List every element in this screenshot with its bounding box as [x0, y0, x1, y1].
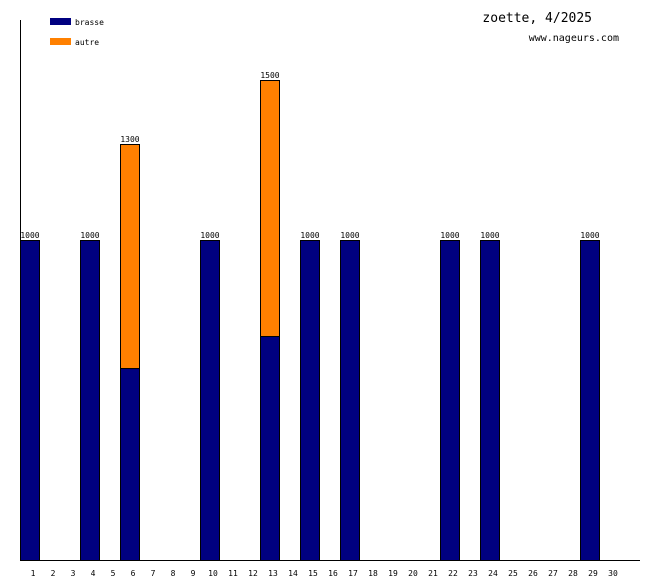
x-tick-25: 25: [508, 569, 518, 578]
x-tick-14: 14: [288, 569, 298, 578]
x-tick-24: 24: [488, 569, 498, 578]
legend-label-brasse: brasse: [75, 18, 104, 27]
x-tick-27: 27: [548, 569, 558, 578]
x-tick-6: 6: [131, 569, 136, 578]
x-tick-10: 10: [208, 569, 218, 578]
x-tick-5: 5: [111, 569, 116, 578]
x-tick-9: 9: [191, 569, 196, 578]
data-label-10: 1000: [200, 231, 219, 240]
legend-label-autre: autre: [75, 38, 99, 47]
x-tick-26: 26: [528, 569, 538, 578]
x-tick-28: 28: [568, 569, 578, 578]
x-tick-19: 19: [388, 569, 398, 578]
data-label-15: 1000: [300, 231, 319, 240]
x-tick-2: 2: [51, 569, 56, 578]
x-tick-18: 18: [368, 569, 378, 578]
x-tick-23: 23: [468, 569, 478, 578]
chart-title: zoette, 4/2025: [482, 11, 592, 26]
bar-brasse-22: [440, 240, 460, 561]
data-label-6: 1300: [120, 135, 139, 144]
x-tick-11: 11: [228, 569, 238, 578]
x-tick-13: 13: [268, 569, 278, 578]
data-label-22: 1000: [440, 231, 459, 240]
bar-brasse-17: [340, 240, 360, 561]
bar-brasse-1: [20, 240, 40, 561]
data-label-29: 1000: [580, 231, 599, 240]
x-tick-22: 22: [448, 569, 458, 578]
x-tick-8: 8: [171, 569, 176, 578]
bar-brasse-4: [80, 240, 100, 561]
legend-swatch-brasse: [50, 18, 71, 25]
bar-brasse-10: [200, 240, 220, 561]
bar-brasse-6: [120, 368, 140, 561]
data-label-17: 1000: [340, 231, 359, 240]
x-tick-29: 29: [588, 569, 598, 578]
x-tick-4: 4: [91, 569, 96, 578]
bar-brasse-29: [580, 240, 600, 561]
bar-brasse-24: [480, 240, 500, 561]
x-tick-20: 20: [408, 569, 418, 578]
data-label-4: 1000: [80, 231, 99, 240]
data-label-13: 1500: [260, 71, 279, 80]
bar-brasse-15: [300, 240, 320, 561]
bar-autre-13: [260, 80, 280, 337]
bars: 1000 1000 1300 1000 1500 1000 1000 1000 1000 1000: [20, 71, 600, 561]
data-label-24: 1000: [480, 231, 499, 240]
x-tick-3: 3: [71, 569, 76, 578]
bar-autre-6: [120, 144, 140, 369]
bar-brasse-13: [260, 336, 280, 561]
x-tick-12: 12: [248, 569, 258, 578]
legend-swatch-autre: [50, 38, 71, 45]
x-tick-7: 7: [151, 569, 156, 578]
x-tick-15: 15: [308, 569, 318, 578]
chart-subtitle: www.nageurs.com: [529, 33, 619, 44]
x-tick-1: 1: [31, 569, 36, 578]
x-tick-17: 17: [348, 569, 358, 578]
legend: brasse autre: [50, 18, 104, 47]
x-tick-labels: 1 2 3 4 5 6 7 8 9 10 11 12 13 14 15 16 17 18 19 20 21 22 23 24 2…: [31, 569, 618, 578]
x-tick-21: 21: [428, 569, 438, 578]
data-label-1: 1000: [20, 231, 39, 240]
x-tick-30: 30: [608, 569, 618, 578]
x-tick-16: 16: [328, 569, 338, 578]
